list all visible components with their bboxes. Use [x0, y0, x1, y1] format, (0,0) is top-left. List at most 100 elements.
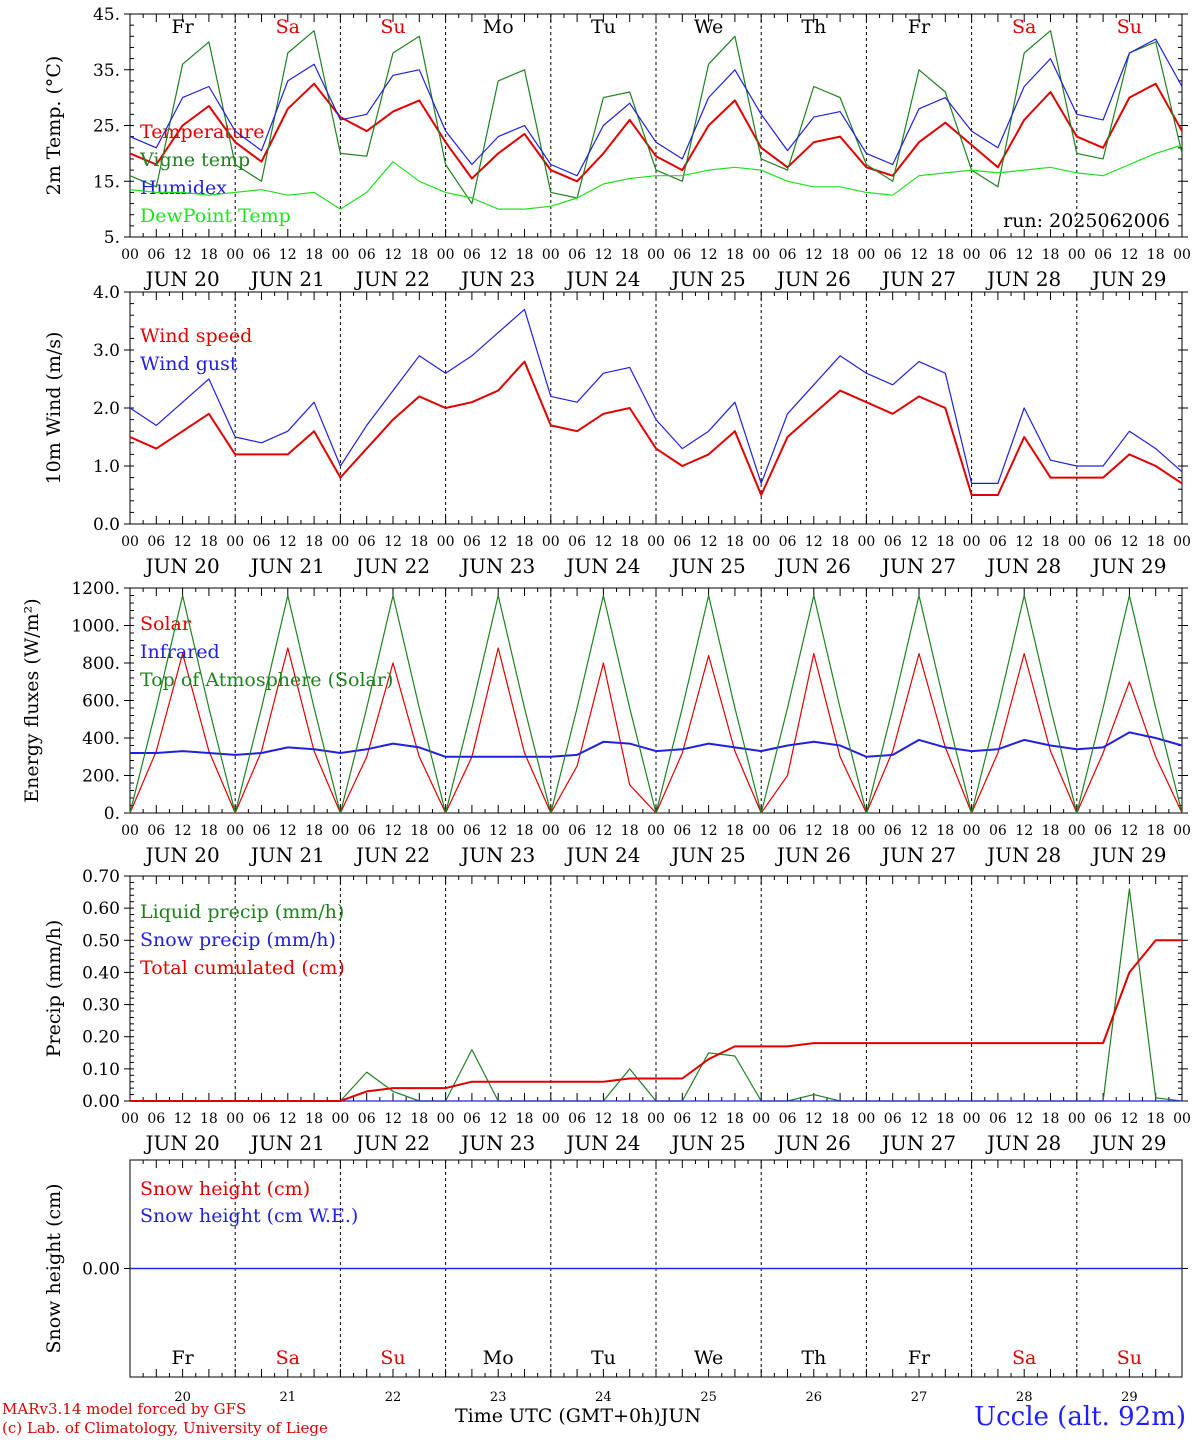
hour-tick-label: 00 [963, 1111, 981, 1127]
date-label: JUN 27 [880, 554, 956, 578]
hour-tick-label: 00 [963, 534, 981, 550]
hour-tick-label: 00 [857, 247, 875, 263]
hour-tick-label: 00 [1068, 823, 1086, 839]
model-credit: MARv3.14 model forced by GFS [2, 1400, 247, 1418]
series-line-total-cumulated-cm- [130, 939, 1182, 1102]
hour-tick-label: 18 [936, 823, 954, 839]
hour-tick-label: 06 [147, 1111, 165, 1127]
hour-tick-label: 18 [1147, 534, 1165, 550]
hour-tick-label: 12 [489, 534, 507, 550]
legend-entry: Infrared [140, 641, 220, 663]
y-axis-label: 2m Temp. (°C) [43, 56, 65, 196]
hour-tick-label: 00 [121, 823, 139, 839]
hour-tick-label: 18 [936, 1111, 954, 1127]
hour-tick-label: 12 [489, 1111, 507, 1127]
hour-tick-label: 06 [358, 247, 376, 263]
hour-tick-label: 18 [726, 823, 744, 839]
date-label: JUN 24 [564, 554, 640, 578]
date-label: JUN 24 [564, 1131, 640, 1155]
hour-tick-label: 06 [358, 823, 376, 839]
legend-entry: Wind gust [140, 353, 238, 375]
y-tick-label: 1000. [71, 617, 120, 637]
hour-tick-label: 18 [831, 1111, 849, 1127]
hour-tick-label: 06 [463, 1111, 481, 1127]
y-tick-label: 0.40 [82, 963, 120, 983]
weekday-label: Sa [276, 16, 300, 38]
hour-tick-label: 12 [279, 247, 297, 263]
hour-tick-label: 18 [1042, 534, 1060, 550]
y-tick-label: 0.00 [82, 1260, 120, 1280]
series-line-top-of-atmosphere-solar- [129, 594, 1183, 814]
hour-tick-label: 12 [700, 823, 718, 839]
legend-entry: Wind speed [140, 325, 252, 347]
hour-tick-label: 12 [910, 823, 928, 839]
hour-tick-label: 18 [621, 534, 639, 550]
day-number-label: 29 [1121, 1390, 1138, 1405]
hour-tick-label: 00 [857, 534, 875, 550]
series-line-infrared [130, 731, 1183, 758]
y-tick-label: 0.30 [82, 996, 120, 1016]
date-label: JUN 21 [249, 267, 325, 291]
hour-tick-label: 12 [1015, 534, 1033, 550]
hour-tick-label: 18 [305, 534, 323, 550]
hour-tick-label: 00 [331, 247, 349, 263]
date-label: JUN 29 [1090, 843, 1166, 867]
hour-tick-label: 18 [621, 247, 639, 263]
y-tick-label: 25. [93, 117, 120, 137]
date-label: JUN 20 [144, 554, 220, 578]
hour-tick-label: 18 [1042, 247, 1060, 263]
hour-tick-label: 18 [726, 247, 744, 263]
date-label: JUN 22 [354, 267, 430, 291]
hour-tick-label: 06 [568, 1111, 586, 1127]
hour-tick-label: 00 [752, 1111, 770, 1127]
hour-tick-label: 12 [594, 1111, 612, 1127]
hour-tick-label: 12 [700, 247, 718, 263]
hour-tick-label: 12 [174, 534, 192, 550]
hour-tick-label: 18 [936, 534, 954, 550]
legend-entry: Humidex [140, 177, 227, 199]
hour-tick-label: 18 [1147, 247, 1165, 263]
hour-tick-label: 12 [1015, 1111, 1033, 1127]
date-label: JUN 28 [985, 1131, 1061, 1155]
hour-tick-label: 18 [516, 534, 534, 550]
hour-tick-label: 12 [910, 247, 928, 263]
hour-tick-label: 00 [1068, 247, 1086, 263]
weekday-label: Fr [171, 1347, 194, 1369]
hour-tick-label: 12 [279, 823, 297, 839]
hour-tick-label: 12 [1120, 247, 1138, 263]
y-tick-label: 0.50 [82, 931, 120, 951]
date-label: JUN 29 [1090, 554, 1166, 578]
hour-tick-label: 06 [358, 1111, 376, 1127]
y-axis-label: Snow height (cm) [43, 1183, 65, 1353]
date-label: JUN 27 [880, 267, 956, 291]
date-label: JUN 22 [354, 843, 430, 867]
hour-tick-label: 12 [910, 1111, 928, 1127]
hour-tick-label: 18 [831, 534, 849, 550]
lab-credit: (c) Lab. of Climatology, University of L… [2, 1419, 328, 1437]
date-label: JUN 26 [775, 554, 851, 578]
series-line-vigne-temp [129, 30, 1183, 205]
hour-tick-label: 18 [831, 247, 849, 263]
hour-tick-label: 00 [857, 823, 875, 839]
date-label: JUN 27 [880, 843, 956, 867]
hour-tick-label: 00 [542, 823, 560, 839]
hour-tick-label: 12 [805, 247, 823, 263]
hour-tick-label: 00 [226, 534, 244, 550]
hour-tick-label: 00 [437, 247, 455, 263]
weekday-label: Th [801, 16, 826, 38]
date-label: JUN 28 [985, 267, 1061, 291]
hour-tick-label: 18 [410, 1111, 428, 1127]
hour-tick-label: 18 [1147, 1111, 1165, 1127]
weekday-label: Mo [483, 1347, 514, 1369]
hour-tick-label: 18 [200, 1111, 218, 1127]
hour-tick-label: 06 [673, 1111, 691, 1127]
hour-tick-label: 06 [463, 534, 481, 550]
hour-tick-label: 18 [305, 247, 323, 263]
hour-tick-label: 12 [910, 534, 928, 550]
hour-tick-label: 00 [857, 1111, 875, 1127]
hour-tick-label: 06 [779, 247, 797, 263]
hour-tick-label: 00 [226, 1111, 244, 1127]
weekday-label: We [694, 1347, 723, 1369]
hour-tick-label: 00 [542, 534, 560, 550]
weekday-label: Su [380, 1347, 405, 1369]
